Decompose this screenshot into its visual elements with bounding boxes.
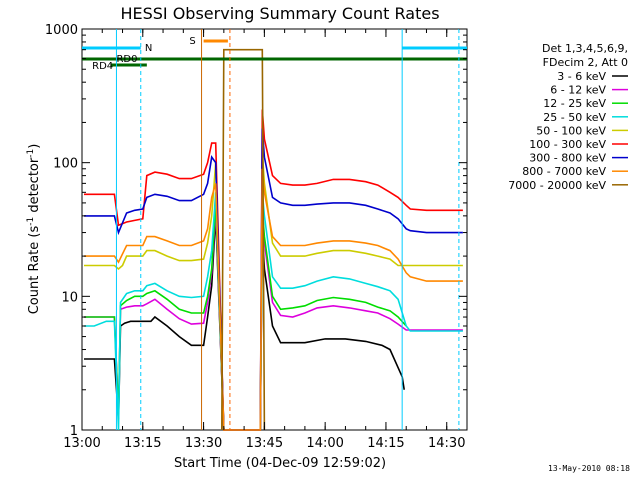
- series-line-2: [84, 202, 407, 431]
- legend-label-4: 50 - 100 keV: [536, 124, 606, 137]
- timestamp: 13-May-2010 08:18: [548, 464, 630, 473]
- x-tick-label: 13:45: [246, 436, 283, 451]
- series-line-0: [84, 215, 405, 431]
- x-tick-label: 13:15: [124, 436, 161, 451]
- y-tick-label: 1: [70, 424, 78, 439]
- rd0-flag-label: RD0: [116, 54, 137, 65]
- y-tick-label: 10: [61, 290, 78, 305]
- series-layer: [84, 48, 463, 431]
- x-tick-label: 14:30: [428, 436, 465, 451]
- x-tick-label: 14:00: [306, 436, 343, 451]
- saa-flag-label: S: [189, 36, 195, 47]
- x-tick-label: 14:15: [367, 436, 404, 451]
- axis-layer: 13:00 13:15 13:30 13:45 14:00 14:15 14:30 1 10 10…: [45, 23, 467, 451]
- legend-label-7: 800 - 7000 keV: [522, 165, 606, 178]
- series-line-8: [221, 48, 266, 431]
- x-tick-label: 13:30: [185, 436, 222, 451]
- chart-title: HESSI Observing Summary Count Rates: [120, 4, 439, 23]
- rd4-flag-label: RD4: [92, 61, 113, 72]
- legend-label-8: 7000 - 20000 keV: [508, 179, 606, 192]
- legend-label-5: 100 - 300 keV: [529, 138, 606, 151]
- legend-label-1: 6 - 12 keV: [550, 84, 606, 97]
- legend-label-0: 3 - 6 keV: [557, 70, 606, 83]
- plot-frame: [81, 28, 468, 431]
- legend-label-2: 12 - 25 keV: [543, 97, 606, 110]
- x-axis-label: Start Time (04-Dec-09 12:59:02): [174, 456, 386, 471]
- legend-label-3: 25 - 50 keV: [543, 111, 606, 124]
- y-tick-label: 100: [53, 157, 78, 172]
- night-flag-label: N: [145, 43, 152, 54]
- legend-label-6: 300 - 800 keV: [529, 152, 606, 165]
- legend-header-2: FDecim 2, Att 0: [543, 56, 628, 69]
- legend: Det 1,3,4,5,6,9, FDecim 2, Att 0 3 - 6 k…: [508, 42, 628, 192]
- y-axis-label: Count Rate (s-1 detector-1): [26, 144, 42, 315]
- x-tick-label: 13:00: [63, 436, 100, 451]
- legend-header-1: Det 1,3,4,5,6,9,: [542, 42, 628, 55]
- y-tick-label: 1000: [45, 23, 78, 38]
